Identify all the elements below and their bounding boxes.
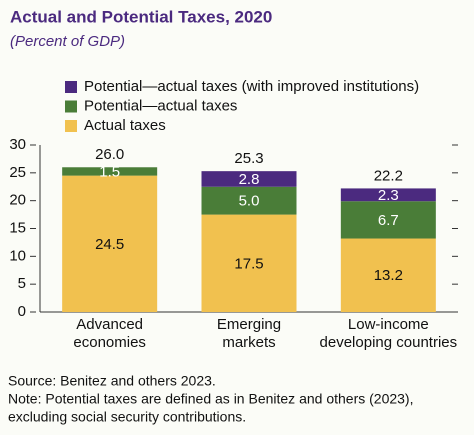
- value-label: 2.3: [378, 187, 399, 204]
- y-tick-label: 15: [9, 219, 26, 236]
- y-tick-label: 10: [9, 247, 26, 264]
- bar-segment: [340, 238, 436, 312]
- bar-segment: [201, 186, 297, 215]
- bar-segment: [340, 201, 436, 239]
- value-label: 24.5: [95, 236, 124, 253]
- legend-swatch: [65, 100, 77, 113]
- note: excluding social security contributions.: [8, 409, 246, 425]
- value-label: 1.5: [99, 163, 120, 180]
- note: Note: Potential taxes are defined as in …: [8, 391, 413, 407]
- legend-swatch: [65, 81, 77, 93]
- bar-segment: [62, 167, 158, 176]
- chart-subtitle: (Percent of GDP): [10, 33, 125, 50]
- value-label: 13.2: [374, 267, 403, 284]
- x-tick-label: economies: [73, 334, 146, 351]
- x-tick-label: developing countries: [320, 334, 458, 351]
- value-label: 6.7: [378, 212, 399, 229]
- y-tick-label: 5: [18, 275, 26, 292]
- bar-segment: [62, 175, 158, 312]
- total-label: 22.2: [374, 167, 403, 184]
- total-label: 25.3: [234, 150, 263, 167]
- value-label: 17.5: [234, 255, 263, 272]
- note: Source: Benitez and others 2023.: [8, 373, 216, 389]
- x-tick-label: Advanced: [76, 316, 143, 333]
- legend-label: Potential—actual taxes: [84, 97, 237, 114]
- value-label: 2.8: [239, 171, 260, 188]
- y-tick-label: 0: [18, 303, 26, 320]
- value-label: 5.0: [239, 193, 260, 210]
- x-tick-label: Emerging: [217, 316, 281, 333]
- y-tick-label: 30: [9, 136, 26, 153]
- x-tick-label: Low-income: [348, 316, 429, 333]
- y-tick-label: 25: [9, 164, 26, 181]
- chart-title: Actual and Potential Taxes, 2020: [10, 7, 272, 26]
- legend-label: Potential—actual taxes (with improved in…: [84, 78, 419, 95]
- bar-segment: [201, 171, 297, 187]
- legend-swatch: [65, 120, 77, 132]
- legend-label: Actual taxes: [84, 117, 166, 134]
- bar-segment: [340, 188, 436, 202]
- bar-segment: [201, 214, 297, 312]
- x-tick-label: markets: [222, 334, 275, 351]
- total-label: 26.0: [95, 146, 124, 163]
- y-tick-label: 20: [9, 192, 26, 209]
